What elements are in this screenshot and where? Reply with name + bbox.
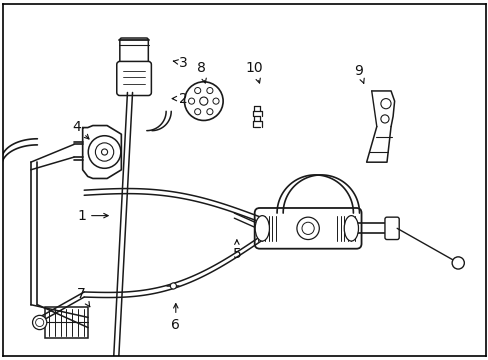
Circle shape bbox=[194, 87, 201, 94]
Circle shape bbox=[88, 136, 121, 168]
FancyBboxPatch shape bbox=[120, 38, 148, 67]
Circle shape bbox=[206, 109, 212, 115]
Text: 3: 3 bbox=[173, 56, 187, 70]
Circle shape bbox=[296, 217, 319, 239]
Bar bbox=[45, 307, 88, 338]
Circle shape bbox=[380, 115, 388, 123]
Circle shape bbox=[36, 318, 43, 327]
FancyBboxPatch shape bbox=[384, 217, 398, 239]
Text: 10: 10 bbox=[245, 61, 263, 83]
FancyBboxPatch shape bbox=[254, 208, 361, 249]
Text: 1: 1 bbox=[77, 209, 108, 222]
Circle shape bbox=[302, 222, 314, 234]
Circle shape bbox=[206, 87, 212, 94]
Ellipse shape bbox=[344, 216, 358, 241]
Circle shape bbox=[451, 257, 464, 269]
Circle shape bbox=[199, 97, 207, 105]
Ellipse shape bbox=[255, 216, 269, 241]
Text: 4: 4 bbox=[72, 120, 89, 139]
Circle shape bbox=[95, 143, 114, 161]
Text: 9: 9 bbox=[354, 64, 364, 83]
Text: 2: 2 bbox=[172, 91, 187, 105]
Text: 6: 6 bbox=[171, 303, 180, 332]
Circle shape bbox=[33, 315, 47, 330]
FancyBboxPatch shape bbox=[117, 62, 151, 95]
Circle shape bbox=[212, 98, 219, 104]
Circle shape bbox=[184, 82, 223, 121]
Circle shape bbox=[102, 149, 107, 155]
Text: 5: 5 bbox=[232, 240, 241, 261]
Circle shape bbox=[194, 109, 201, 115]
Circle shape bbox=[170, 283, 176, 289]
Circle shape bbox=[380, 99, 390, 109]
Text: 7: 7 bbox=[77, 288, 90, 307]
Text: 8: 8 bbox=[196, 61, 206, 83]
Circle shape bbox=[188, 98, 194, 104]
